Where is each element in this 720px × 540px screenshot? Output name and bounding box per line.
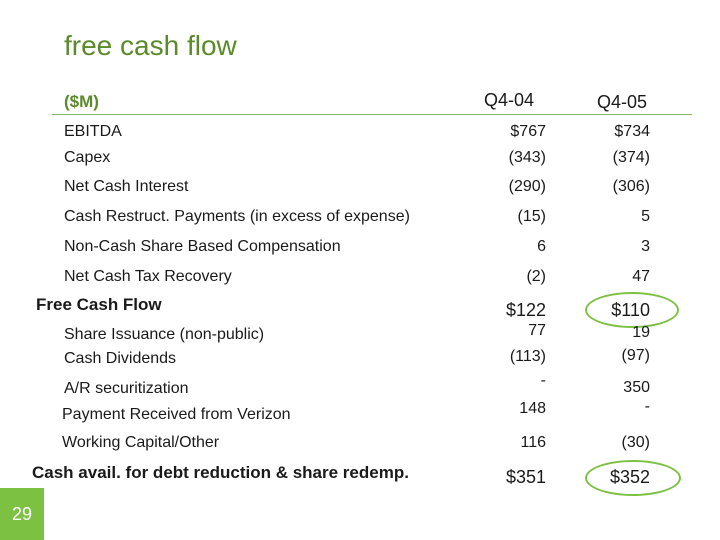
cell-issuance-q404: 77 bbox=[528, 322, 546, 339]
cell-interest-q405: (306) bbox=[612, 178, 650, 195]
column-header-q404: Q4-04 bbox=[484, 90, 535, 110]
cell-sbc-q404: 6 bbox=[537, 238, 546, 255]
cell-cashavail-q404: $351 bbox=[505, 467, 546, 487]
cell-restruct-q405: 5 bbox=[641, 208, 650, 225]
cell-interest-q404: (290) bbox=[508, 178, 546, 195]
cell-dividends-q405: (97) bbox=[621, 347, 650, 364]
header-divider bbox=[52, 114, 692, 115]
cell-issuance-q405: 19 bbox=[632, 324, 650, 341]
highlight-ellipse-fcf bbox=[585, 292, 679, 328]
row-label-restruct: Cash Restruct. Payments (in excess of ex… bbox=[64, 208, 410, 225]
highlight-ellipse-cashavail bbox=[585, 460, 681, 496]
row-label-verizon: Payment Received from Verizon bbox=[62, 406, 291, 423]
cell-capex-q404: (343) bbox=[508, 149, 546, 166]
row-label-tax: Net Cash Tax Recovery bbox=[64, 268, 232, 285]
row-label-interest: Net Cash Interest bbox=[64, 178, 189, 195]
cell-workingcap-q404: 116 bbox=[520, 434, 546, 451]
cell-tax-q404: (2) bbox=[526, 268, 546, 285]
page-number: 29 bbox=[11, 503, 33, 524]
row-label-capex: Capex bbox=[64, 149, 111, 166]
cell-ebitda-q405: $734 bbox=[614, 123, 650, 140]
cell-ar-q404: - bbox=[540, 372, 546, 389]
cell-verizon-q404: 148 bbox=[519, 400, 546, 417]
page-number-badge: 29 bbox=[0, 488, 44, 540]
cell-capex-q405: (374) bbox=[612, 149, 650, 166]
cell-dividends-q404: (113) bbox=[509, 348, 546, 365]
row-label-issuance: Share Issuance (non-public) bbox=[64, 326, 265, 343]
row-label-sbc: Non-Cash Share Based Compensation bbox=[64, 238, 341, 255]
row-label-ar: A/R securitization bbox=[64, 380, 189, 397]
leftbar bbox=[0, 0, 4, 540]
slide-title: free cash flow bbox=[64, 30, 237, 61]
row-label-workingcap: Working Capital/Other bbox=[62, 434, 220, 451]
unit-label: ($M) bbox=[64, 92, 99, 111]
cell-restruct-q404: (15) bbox=[517, 208, 546, 225]
cell-ebitda-q404: $767 bbox=[510, 123, 546, 140]
cell-ar-q405: 350 bbox=[623, 379, 650, 396]
row-label-fcf: Free Cash Flow bbox=[36, 295, 162, 314]
cell-fcf-q404: $122 bbox=[505, 300, 546, 320]
cell-tax-q405: 47 bbox=[632, 268, 650, 285]
cell-sbc-q405: 3 bbox=[641, 238, 650, 255]
cell-workingcap-q405: (30) bbox=[621, 434, 650, 451]
row-label-cashavail: Cash avail. for debt reduction & share r… bbox=[32, 463, 409, 482]
column-header-q405: Q4-05 bbox=[597, 92, 648, 112]
cell-verizon-q405: - bbox=[644, 398, 650, 415]
row-label-ebitda: EBITDA bbox=[64, 123, 122, 140]
row-label-dividends: Cash Dividends bbox=[64, 350, 177, 367]
